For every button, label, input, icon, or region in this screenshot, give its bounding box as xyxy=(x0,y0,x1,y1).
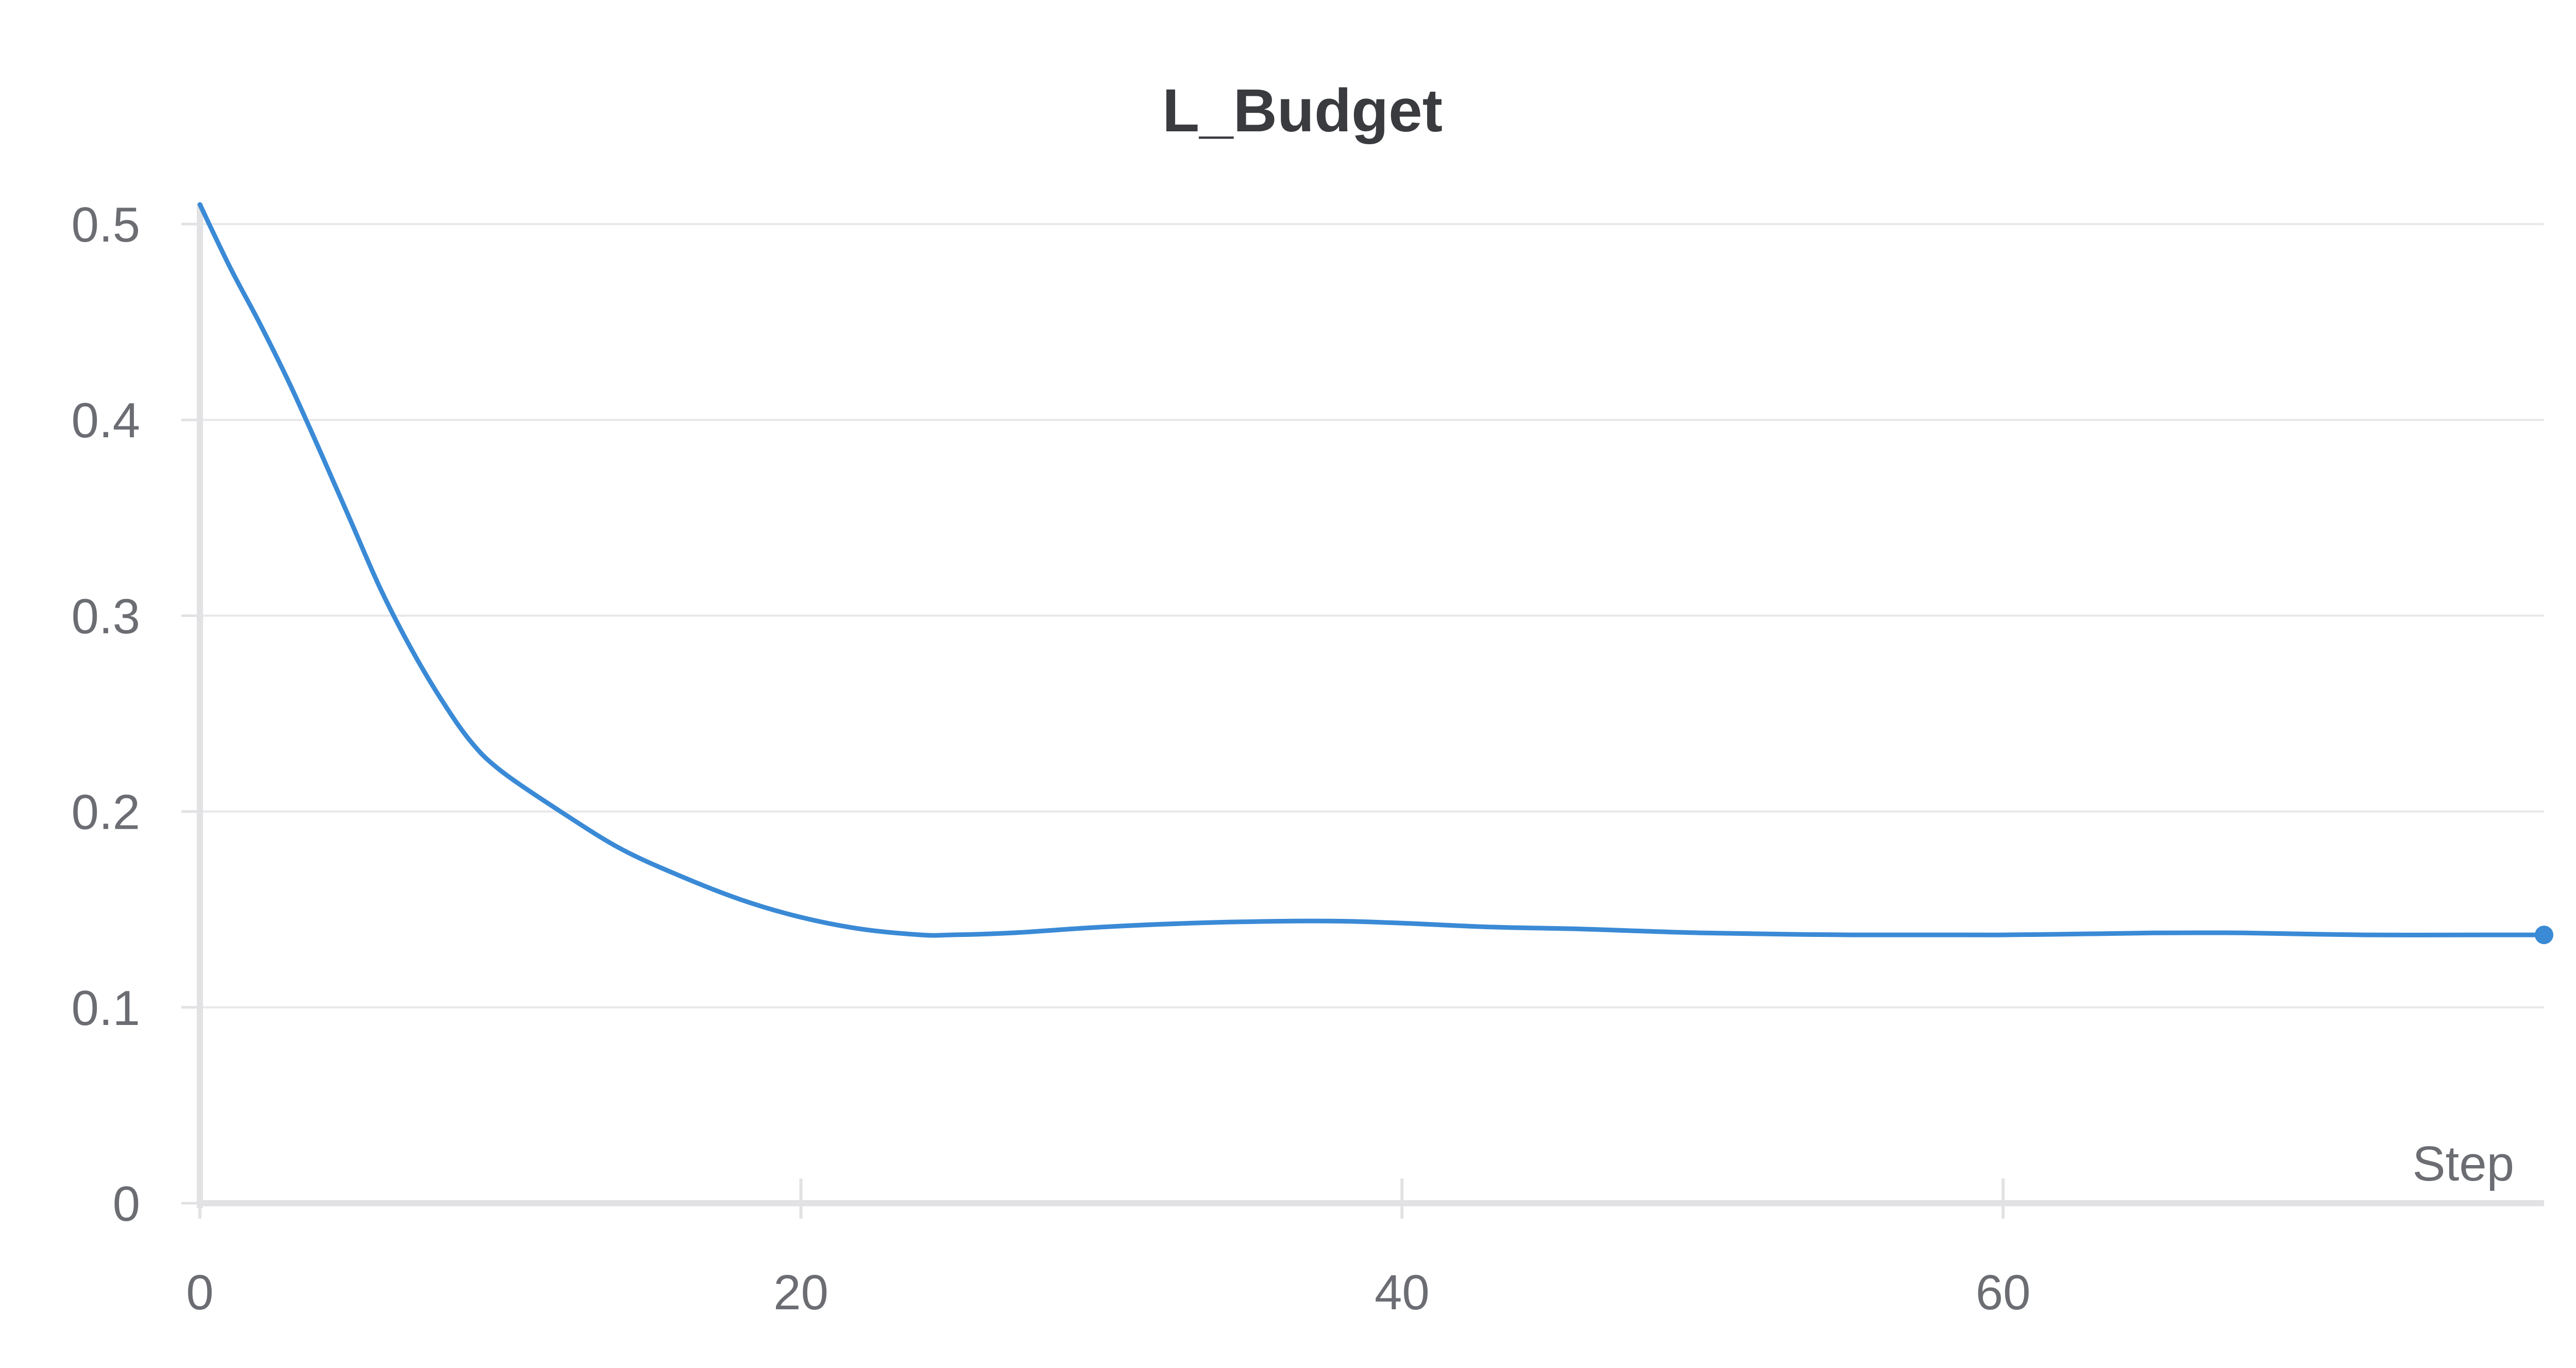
series-line xyxy=(197,202,2547,938)
axes xyxy=(181,203,2544,1219)
y-tick-label: 0.4 xyxy=(72,393,140,448)
x-tick-label: 60 xyxy=(1976,1265,2031,1320)
y-tick-label: 0.3 xyxy=(72,589,140,644)
x-tick-label: 40 xyxy=(1375,1265,1430,1320)
y-tick-label: 0 xyxy=(113,1176,140,1232)
series-end-point xyxy=(2535,926,2553,945)
x-axis-label: Step xyxy=(2413,1136,2514,1191)
series-layer xyxy=(197,202,2553,945)
y-tick-label: 0.1 xyxy=(72,981,140,1036)
labels: 0 0.1 0.2 0.3 0.4 0.5 0 20 40 60 xyxy=(72,197,2031,1320)
chart-title: L_Budget xyxy=(1162,77,1443,145)
x-tick-label: 0 xyxy=(186,1265,213,1320)
grid-lines xyxy=(200,223,2544,1008)
y-tick-label: 0.5 xyxy=(72,197,140,252)
y-tick-label: 0.2 xyxy=(72,785,140,840)
x-tick-label: 20 xyxy=(773,1265,828,1320)
